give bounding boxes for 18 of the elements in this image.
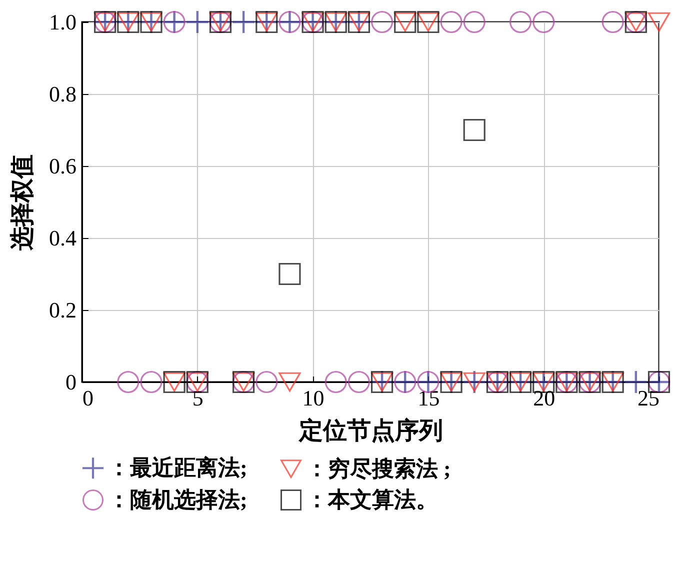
legend-label: ：本文算法。 [306,487,438,512]
legend-label: ：穷尽搜索法 ; [306,456,451,481]
y-tick-label: 0.6 [49,154,76,178]
legend-label: ：随机选择法; [108,487,248,512]
x-tick-label: 25 [638,386,660,410]
x-tick-label: 15 [418,386,440,410]
y-tick-label: 0.8 [49,82,76,106]
y-tick-label: 0 [66,370,76,394]
legend-label: ：最近距离法; [108,455,248,480]
y-tick-label: 0.2 [49,298,76,322]
y-axis-title: 选择权值 [9,154,36,252]
x-tick-label: 10 [302,386,324,410]
x-tick-label: 20 [533,386,556,410]
x-axis-title: 定位节点序列 [298,418,443,444]
y-tick-label: 1.0 [49,10,76,34]
x-tick-label: 5 [192,386,204,410]
x-tick-label: 0 [82,386,94,410]
y-tick-label: 0.4 [49,226,76,250]
